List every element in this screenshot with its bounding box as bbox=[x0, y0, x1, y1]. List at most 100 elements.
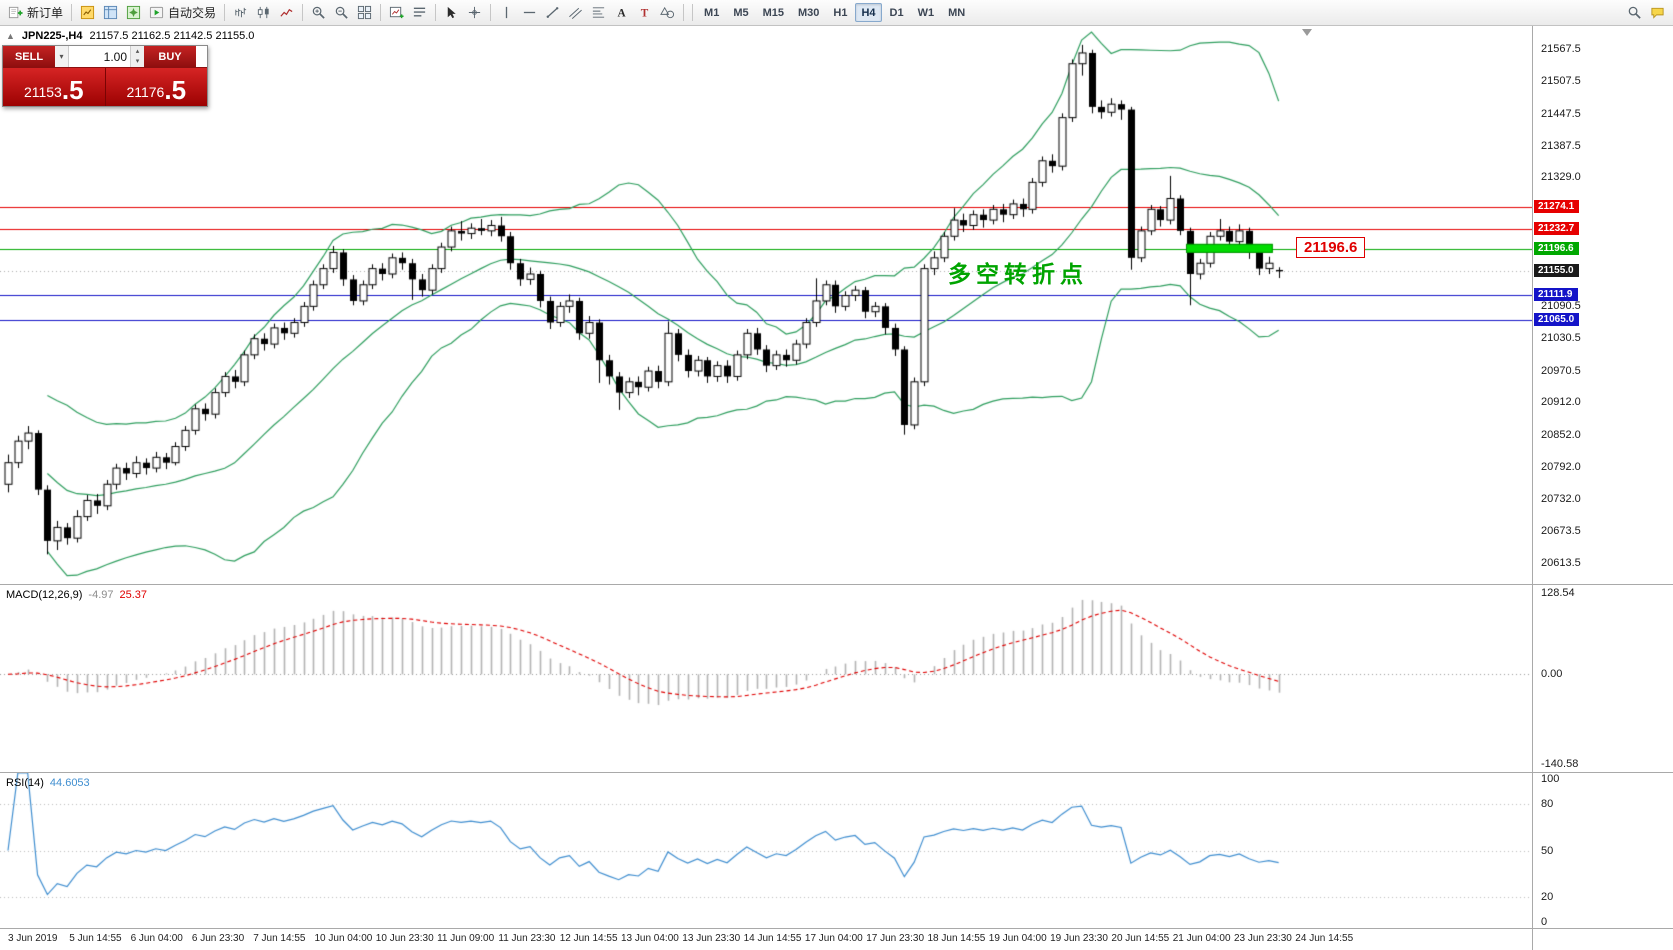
price-axis-label: 21329.0 bbox=[1541, 171, 1581, 184]
macd-axis-min: -140.58 bbox=[1541, 758, 1579, 770]
bar-chart-icon bbox=[233, 5, 248, 20]
data-window-button[interactable] bbox=[99, 2, 122, 23]
macd-panel: MACD(12,26,9) -4.97 25.37 128.54 0.00 -140.5… bbox=[0, 584, 1673, 772]
rsi-canvas[interactable] bbox=[0, 773, 1532, 928]
shapes-icon bbox=[660, 5, 675, 20]
navigator-button[interactable] bbox=[122, 2, 145, 23]
toolbar-separator bbox=[490, 4, 492, 21]
cursor-button[interactable] bbox=[440, 2, 463, 23]
tile-windows-button[interactable] bbox=[353, 2, 376, 23]
navigator-icon bbox=[126, 5, 141, 20]
horizontal-line-button[interactable] bbox=[518, 2, 541, 23]
price-chart-canvas[interactable] bbox=[0, 26, 1532, 584]
axis-separator bbox=[1532, 26, 1533, 950]
toolbar-buttons: 新订单 自动交易 A T bbox=[4, 2, 688, 23]
chart-shift-marker[interactable] bbox=[1302, 29, 1312, 36]
toolbar-separator bbox=[380, 4, 382, 21]
volume-increase-button[interactable]: ▴ bbox=[131, 46, 144, 57]
search-button[interactable] bbox=[1623, 2, 1646, 23]
time-axis-label: 23 Jun 23:30 bbox=[1234, 933, 1292, 944]
timeframe-h1-button[interactable]: H1 bbox=[827, 3, 853, 22]
time-axis-label: 21 Jun 04:00 bbox=[1172, 933, 1231, 944]
price-axis[interactable]: 21567.5 21507.5 21447.5 21387.5 21329.0 21090… bbox=[1533, 26, 1673, 584]
timeframe-m15-button[interactable]: M15 bbox=[757, 3, 790, 22]
sell-price[interactable]: 21153.5 bbox=[3, 68, 106, 106]
price-axis-label: 21387.5 bbox=[1541, 139, 1581, 152]
candlestick-chart-button[interactable] bbox=[252, 2, 275, 23]
bar-chart-button[interactable] bbox=[229, 2, 252, 23]
new-order-button[interactable]: 新订单 bbox=[4, 2, 67, 23]
timeframe-mn-button[interactable]: MN bbox=[942, 3, 971, 22]
buy-price[interactable]: 21176.5 bbox=[105, 68, 207, 106]
timeframe-toolbar: M1 M5 M15 M30 H1 H4 D1 W1 MN bbox=[697, 3, 972, 22]
timeframe-d1-button[interactable]: D1 bbox=[884, 3, 910, 22]
rsi-name: RSI(14) bbox=[6, 777, 44, 789]
symbol-info: ▲ JPN225-,H4 21157.5 21162.5 21142.5 211… bbox=[6, 30, 254, 42]
macd-signal-value: 25.37 bbox=[119, 589, 148, 601]
price-axis-label: 20613.5 bbox=[1541, 557, 1581, 570]
autotrading-button[interactable]: 自动交易 bbox=[145, 2, 220, 23]
trendline-icon bbox=[545, 5, 560, 20]
rsi-label: RSI(14) 44.6053 bbox=[6, 777, 90, 789]
macd-canvas[interactable] bbox=[0, 585, 1532, 772]
collapse-arrow-icon[interactable]: ▲ bbox=[6, 31, 15, 41]
svg-text:A: A bbox=[617, 7, 626, 19]
zoom-out-button[interactable] bbox=[330, 2, 353, 23]
price-axis-label: 20970.5 bbox=[1541, 364, 1581, 377]
one-click-trading-widget: SELL ▾ ▴ ▾ BUY 21153.5 21176.5 bbox=[2, 45, 208, 107]
zoom-in-icon bbox=[311, 5, 326, 20]
time-axis-label: 19 Jun 23:30 bbox=[1050, 933, 1108, 944]
macd-axis[interactable]: 128.54 0.00 -140.58 bbox=[1533, 585, 1673, 772]
volume-decrease-button[interactable]: ▾ bbox=[131, 56, 144, 67]
fibonacci-button[interactable] bbox=[587, 2, 610, 23]
price-axis-label: 21507.5 bbox=[1541, 75, 1581, 88]
price-callout-label[interactable]: 21196.6 bbox=[1296, 236, 1366, 258]
rsi-panel: RSI(14) 44.6053 100 80 50 20 0 bbox=[0, 772, 1673, 928]
toolbar-right-buttons bbox=[1623, 2, 1669, 23]
macd-axis-max: 128.54 bbox=[1541, 587, 1575, 599]
equidistant-channel-button[interactable] bbox=[564, 2, 587, 23]
line-chart-icon bbox=[279, 5, 294, 20]
text-button[interactable]: A bbox=[610, 2, 633, 23]
chart-list-button[interactable] bbox=[408, 2, 431, 23]
timeframe-m1-button[interactable]: M1 bbox=[698, 3, 725, 22]
timeframe-m5-button[interactable]: M5 bbox=[727, 3, 754, 22]
market-watch-button[interactable] bbox=[76, 2, 99, 23]
timeframe-h4-button[interactable]: H4 bbox=[855, 3, 882, 22]
time-axis-label: 24 Jun 14:55 bbox=[1295, 933, 1354, 944]
chart-list-icon bbox=[412, 5, 427, 20]
sell-button[interactable]: SELL bbox=[3, 46, 55, 67]
search-icon bbox=[1627, 5, 1642, 20]
macd-axis-zero: 0.00 bbox=[1541, 668, 1563, 681]
time-axis-label: 6 Jun 23:30 bbox=[191, 933, 245, 944]
chart-annotation-text: 多空转折点 bbox=[948, 260, 1088, 287]
time-axis[interactable]: 3 Jun 2019 5 Jun 14:55 6 Jun 04:00 6 Jun 23… bbox=[0, 928, 1673, 950]
cursor-icon bbox=[444, 5, 459, 20]
volume-stepper: ▴ ▾ bbox=[130, 46, 144, 67]
time-axis-label: 13 Jun 23:30 bbox=[682, 933, 741, 944]
volume-input[interactable] bbox=[69, 46, 130, 67]
buy-price-main: 21176 bbox=[126, 83, 165, 100]
label-button[interactable]: T bbox=[633, 2, 656, 23]
time-axis-label: 20 Jun 14:55 bbox=[1111, 933, 1170, 944]
shapes-button[interactable] bbox=[656, 2, 679, 23]
vertical-line-button[interactable] bbox=[495, 2, 518, 23]
time-axis-label: 17 Jun 04:00 bbox=[804, 933, 863, 944]
buy-button[interactable]: BUY bbox=[144, 46, 196, 67]
rsi-axis[interactable]: 100 80 50 20 0 bbox=[1533, 773, 1673, 928]
new-chart-button[interactable] bbox=[385, 2, 408, 23]
zoom-in-button[interactable] bbox=[307, 2, 330, 23]
buy-price-pips: .5 bbox=[164, 75, 187, 105]
time-axis-label: 13 Jun 04:00 bbox=[621, 933, 679, 944]
timeframe-m30-button[interactable]: M30 bbox=[792, 3, 825, 22]
toolbar-separator bbox=[683, 4, 685, 21]
equidistant-channel-icon bbox=[568, 5, 583, 20]
text-icon: A bbox=[614, 5, 629, 20]
line-chart-button[interactable] bbox=[275, 2, 298, 23]
rsi-axis-label: 0 bbox=[1541, 916, 1548, 928]
community-button[interactable] bbox=[1646, 2, 1669, 23]
trendline-button[interactable] bbox=[541, 2, 564, 23]
volume-dropdown-button[interactable]: ▾ bbox=[55, 46, 69, 67]
crosshair-button[interactable] bbox=[463, 2, 486, 23]
timeframe-w1-button[interactable]: W1 bbox=[912, 3, 941, 22]
